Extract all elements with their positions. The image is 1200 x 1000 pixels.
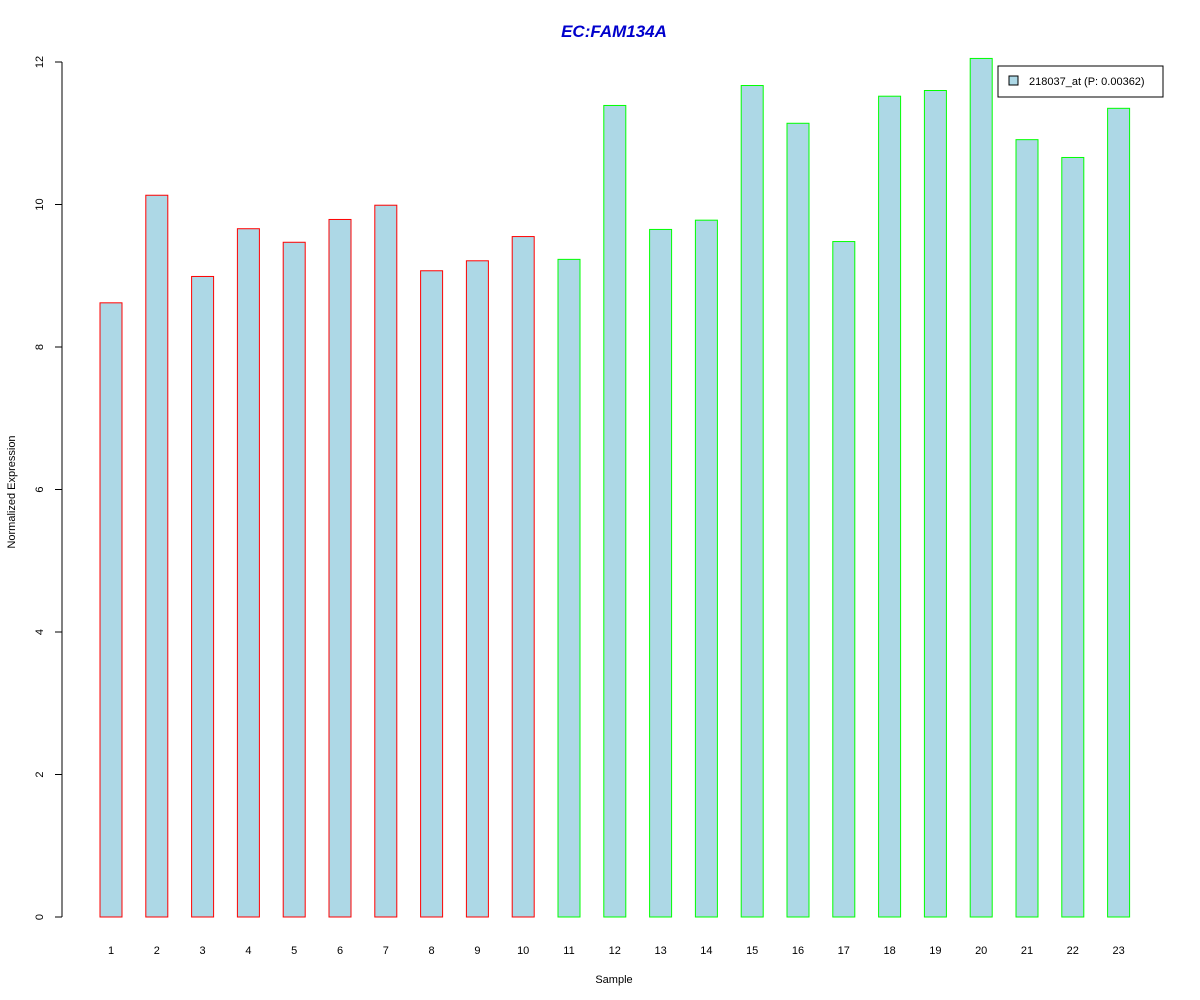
x-tick-label: 7 xyxy=(383,945,389,957)
x-tick-label: 6 xyxy=(337,945,343,957)
x-tick-label: 18 xyxy=(883,945,895,957)
bar-sample-23 xyxy=(1107,107,1131,918)
y-tick-label: 8 xyxy=(34,344,46,350)
x-tick-labels: 1 2 3 4 5 6 7 8 9 10 11 12 13 14 15 16 17 18 19 20 21 22 23 xyxy=(108,945,1125,957)
x-tick-label: 5 xyxy=(291,945,297,957)
x-tick-label: 9 xyxy=(474,945,480,957)
y-tick-label: 2 xyxy=(34,771,46,777)
bar-sample-5 xyxy=(282,241,306,918)
x-tick-label: 11 xyxy=(563,945,574,957)
y-axis: 0 2 4 6 8 10 12 xyxy=(34,56,63,920)
legend-box xyxy=(997,65,1164,98)
x-tick-label: 4 xyxy=(245,945,251,957)
bar-sample-1 xyxy=(99,302,123,918)
x-tick-label: 14 xyxy=(700,945,712,957)
x-tick-label: 22 xyxy=(1067,945,1079,957)
y-tick-label: 10 xyxy=(34,198,46,210)
chart-title: EC:FAM134A xyxy=(561,22,667,41)
y-axis-label: Normalized Expression xyxy=(6,435,18,548)
x-tick-label: 21 xyxy=(1021,945,1033,957)
bar-sample-10 xyxy=(511,236,535,918)
bar-sample-3 xyxy=(191,275,215,918)
x-tick-label: 8 xyxy=(429,945,435,957)
x-axis-label: Sample xyxy=(595,974,632,986)
bar-sample-7 xyxy=(374,204,398,918)
x-tick-label: 20 xyxy=(975,945,987,957)
x-tick-label: 23 xyxy=(1112,945,1124,957)
bar-sample-19 xyxy=(923,90,947,918)
bar-sample-2 xyxy=(145,194,169,918)
x-tick-label: 3 xyxy=(200,945,206,957)
y-tick-label: 12 xyxy=(34,56,46,68)
bar-sample-20 xyxy=(969,57,993,918)
bar-sample-21 xyxy=(1015,139,1039,918)
bar-sample-18 xyxy=(878,95,902,918)
bar-sample-6 xyxy=(328,218,352,918)
bars xyxy=(99,57,1131,918)
y-tick-label: 0 xyxy=(34,914,46,920)
x-tick-label: 17 xyxy=(838,945,850,957)
bar-sample-4 xyxy=(236,228,260,918)
x-tick-label: 15 xyxy=(746,945,758,957)
legend-label: 218037_at (P: 0.00362) xyxy=(1029,76,1145,88)
bar-sample-13 xyxy=(649,228,673,918)
legend: 218037_at (P: 0.00362) xyxy=(997,65,1164,98)
bar-sample-17 xyxy=(832,241,856,918)
x-tick-label: 10 xyxy=(517,945,529,957)
bar-sample-22 xyxy=(1061,156,1085,918)
bar-sample-16 xyxy=(786,122,810,918)
x-tick-label: 2 xyxy=(154,945,160,957)
x-tick-label: 16 xyxy=(792,945,804,957)
x-tick-label: 19 xyxy=(929,945,941,957)
legend-swatch xyxy=(1008,75,1019,86)
x-tick-label: 12 xyxy=(609,945,621,957)
bar-sample-12 xyxy=(603,104,627,918)
bar-sample-14 xyxy=(694,219,718,918)
bar-sample-15 xyxy=(740,85,764,918)
y-tick-label: 6 xyxy=(34,486,46,492)
bar-sample-8 xyxy=(420,270,444,918)
x-tick-label: 13 xyxy=(654,945,666,957)
x-tick-label: 1 xyxy=(108,945,114,957)
bar-sample-9 xyxy=(465,260,489,918)
bar-sample-11 xyxy=(557,258,581,918)
y-tick-label: 4 xyxy=(34,629,46,635)
